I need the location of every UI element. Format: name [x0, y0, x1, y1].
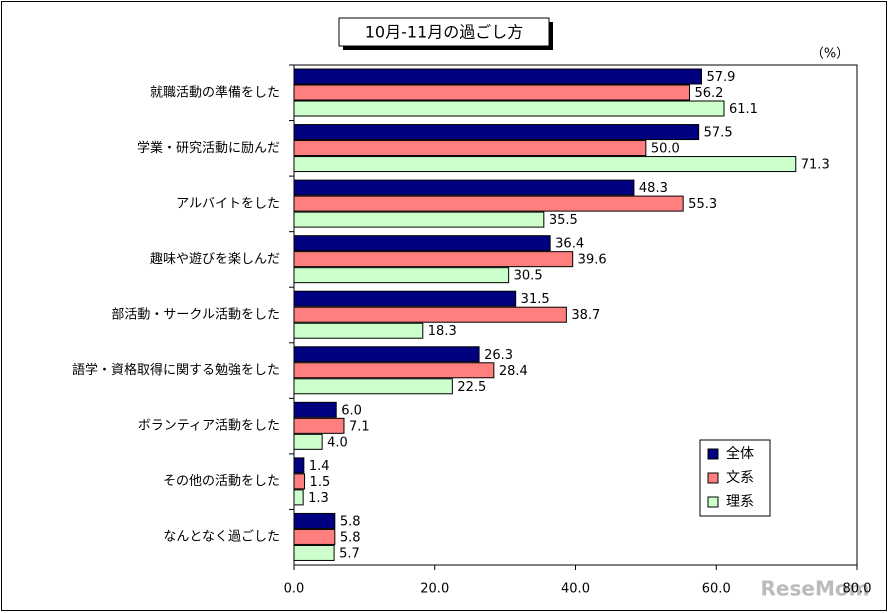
value-label: 71.3 — [801, 158, 830, 173]
bar — [293, 401, 337, 418]
value-label: 1.4 — [309, 459, 330, 474]
bar — [293, 100, 725, 117]
value-label: 35.5 — [549, 213, 578, 228]
legend-swatch — [707, 472, 719, 484]
bar — [293, 528, 336, 545]
value-label: 31.5 — [521, 292, 550, 307]
y-tick-label: その他の活動をした — [163, 474, 280, 489]
bar — [293, 84, 691, 101]
bar — [293, 489, 304, 506]
y-tick-label: 部活動・サークル活動をした — [111, 308, 280, 323]
legend-swatch — [707, 496, 719, 508]
value-label: 57.9 — [706, 70, 735, 85]
value-label: 30.5 — [514, 269, 543, 284]
value-label: 50.0 — [651, 142, 680, 157]
value-label: 7.1 — [349, 419, 370, 434]
bar — [293, 156, 797, 173]
bar — [293, 362, 495, 379]
value-label: 22.5 — [457, 380, 486, 395]
value-label: 61.1 — [729, 102, 758, 117]
x-tick-label: 40.0 — [561, 582, 590, 597]
x-tick-label: 0.0 — [284, 582, 305, 597]
x-tick-label: 60.0 — [702, 582, 731, 597]
value-label: 48.3 — [639, 181, 668, 196]
value-label: 5.7 — [339, 546, 360, 561]
bar — [293, 457, 305, 474]
bar — [293, 322, 424, 339]
unit-label: （%） — [811, 47, 849, 62]
value-label: 28.4 — [499, 364, 528, 379]
bar — [293, 140, 647, 157]
y-tick-label: 就職活動の準備をした — [150, 84, 280, 100]
value-label: 5.8 — [340, 530, 361, 545]
legend-label: 全体 — [726, 445, 754, 462]
value-label: 26.3 — [484, 348, 513, 363]
bar — [293, 433, 323, 450]
bar — [293, 306, 567, 323]
value-label: 39.6 — [578, 253, 607, 268]
legend-label: 文系 — [726, 470, 754, 486]
bar — [293, 179, 635, 196]
y-tick-label: アルバイトをした — [176, 196, 280, 211]
watermark: ReseMom — [761, 577, 870, 601]
value-label: 5.8 — [340, 514, 361, 529]
bar — [293, 378, 453, 395]
value-label: 18.3 — [428, 324, 457, 339]
y-tick-label: 趣味や遊びを楽しんだ — [150, 251, 280, 267]
bar — [293, 68, 702, 85]
title-box — [338, 17, 550, 47]
y-tick-label: 学業・研究活動に励んだ — [137, 140, 280, 156]
chart-title: 10月-11月の過ごし方 — [365, 23, 524, 42]
legend-swatch — [707, 448, 719, 460]
bar — [293, 417, 345, 434]
value-label: 6.0 — [341, 403, 362, 418]
y-tick-label: なんとなく過ごした — [163, 529, 280, 545]
bar — [293, 251, 574, 268]
bar — [293, 473, 306, 490]
bar — [293, 544, 335, 561]
y-tick-label: ボランティア活動をした — [138, 419, 280, 434]
value-label: 55.3 — [688, 197, 717, 212]
value-label: 4.0 — [327, 435, 348, 450]
legend-label: 理系 — [726, 494, 754, 510]
value-label: 38.7 — [571, 308, 600, 323]
bar — [293, 290, 517, 307]
bar — [293, 124, 700, 141]
bar — [293, 195, 684, 212]
bar — [293, 211, 545, 228]
bar — [293, 267, 510, 284]
x-tick-label: 80.0 — [843, 582, 872, 597]
value-label: 1.5 — [310, 475, 331, 490]
value-label: 36.4 — [555, 237, 584, 252]
bar — [293, 512, 336, 529]
y-tick-label: 語学・資格取得に関する勉強をした — [72, 362, 280, 378]
x-tick-label: 20.0 — [420, 582, 449, 597]
value-label: 56.2 — [695, 86, 724, 101]
bar — [293, 346, 480, 363]
value-label: 57.5 — [704, 126, 733, 141]
value-label: 1.3 — [308, 491, 329, 506]
bar — [293, 235, 551, 252]
